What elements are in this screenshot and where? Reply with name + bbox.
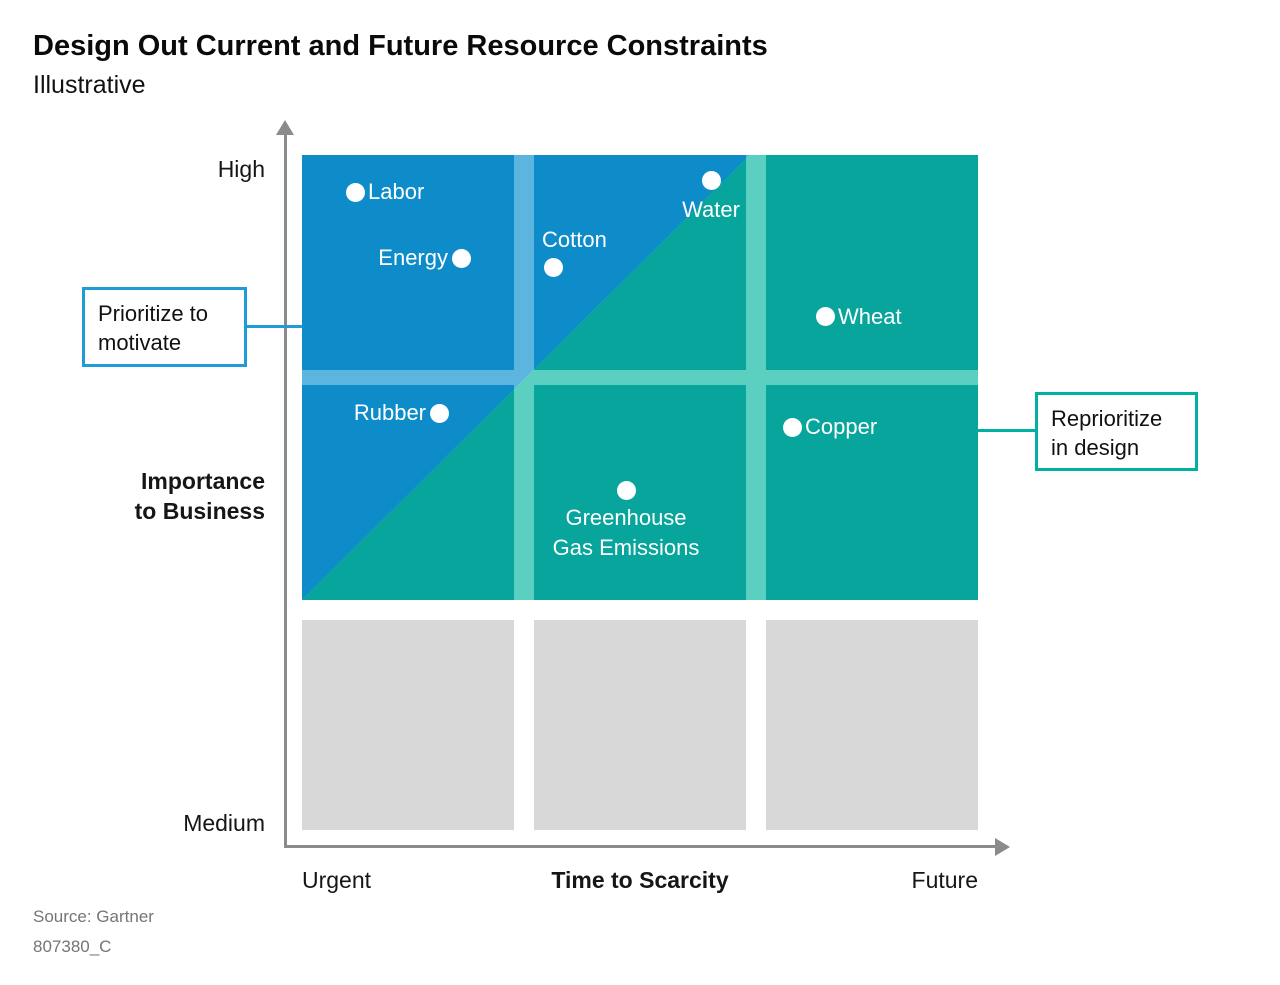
page-title: Design Out Current and Future Resource C… [33, 30, 768, 62]
y-tick-high: High [217, 156, 265, 182]
callout-connector-right [978, 429, 1035, 432]
callout-connector-left [245, 325, 302, 328]
x-tick-future: Future [911, 867, 978, 893]
x-axis-arrow-icon [995, 838, 1010, 856]
empty-cell-3 [766, 620, 978, 830]
figure-id: 807380_C [33, 937, 112, 956]
source-text: Source: Gartner [33, 907, 154, 926]
y-axis-line [284, 134, 287, 848]
matrix-grid [302, 155, 978, 830]
callout-prioritize-text: Prioritize to motivate [98, 301, 209, 355]
y-axis-arrow-icon [276, 120, 294, 135]
x-axis-line [284, 845, 996, 848]
callout-reprioritize: Reprioritize in design [1035, 392, 1198, 471]
callout-reprioritize-text: Reprioritize in design [1051, 406, 1163, 460]
x-tick-urgent: Urgent [302, 867, 372, 893]
callout-prioritize: Prioritize to motivate [82, 287, 247, 367]
y-axis-label: Importance to Business [134, 468, 265, 524]
empty-cell-1 [302, 620, 514, 830]
page-subtitle: Illustrative [33, 71, 146, 99]
x-axis-label: Time to Scarcity [551, 867, 729, 893]
y-tick-medium: Medium [183, 810, 265, 836]
empty-cell-2 [534, 620, 746, 830]
